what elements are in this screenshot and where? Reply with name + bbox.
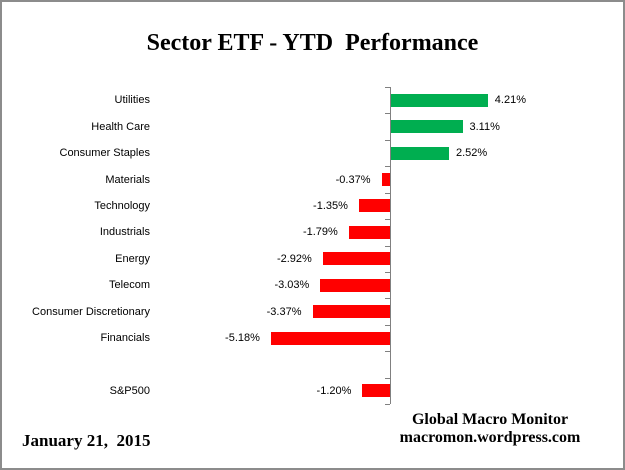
value-label-health-care: 3.11% xyxy=(469,120,500,133)
axis-tick xyxy=(385,324,390,326)
footer-brand: Global Macro Monitor macromon.wordpress.… xyxy=(390,411,590,447)
bar-consumer-discretionary xyxy=(312,305,390,319)
bar-telecom xyxy=(320,278,390,292)
bar-materials xyxy=(381,173,390,186)
category-label-telecom: Telecom xyxy=(109,279,150,292)
bar-health-care xyxy=(391,120,463,134)
chart-title: Sector ETF - YTD Performance xyxy=(146,30,479,56)
category-label-financials: Financials xyxy=(100,332,150,344)
axis-tick xyxy=(385,271,390,273)
category-label-consumer-discretionary: Consumer Discretionary xyxy=(32,305,150,318)
axis-tick xyxy=(385,87,390,88)
axis-tick xyxy=(385,377,390,379)
value-label-energy: -2.92% xyxy=(276,252,312,265)
value-axis-line xyxy=(390,87,391,404)
footer-date: January 21, 2015 xyxy=(22,431,151,450)
category-label-s-p500: S&P500 xyxy=(109,384,150,397)
value-label-industrials: -1.79% xyxy=(302,226,338,239)
axis-tick xyxy=(385,139,390,141)
value-label-s-p500: -1.20% xyxy=(316,384,352,397)
bar-industrials xyxy=(348,225,390,239)
value-label-consumer-discretionary: -3.37% xyxy=(266,305,302,318)
axis-tick xyxy=(385,113,390,115)
bar-energy xyxy=(322,252,390,266)
value-label-financials: -5.18% xyxy=(225,332,260,344)
value-label-consumer-staples: 2.52% xyxy=(456,147,488,160)
value-label-materials: -0.37% xyxy=(335,173,371,186)
axis-tick xyxy=(385,166,390,168)
bar-financials xyxy=(270,331,390,345)
value-label-telecom: -3.03% xyxy=(274,279,310,292)
axis-tick xyxy=(385,245,390,247)
axis-tick xyxy=(385,298,390,300)
category-label-consumer-staples: Consumer Staples xyxy=(59,147,151,160)
category-label-health-care: Health Care xyxy=(91,120,150,133)
category-label-materials: Materials xyxy=(105,173,150,186)
brand-url: macromon.wordpress.com xyxy=(399,429,581,446)
category-label-technology: Technology xyxy=(94,199,150,212)
value-label-utilities: 4.21% xyxy=(494,94,526,107)
category-label-industrials: Industrials xyxy=(99,226,150,239)
category-label-energy: Energy xyxy=(115,252,150,265)
value-label-technology: -1.35% xyxy=(313,199,348,212)
axis-tick xyxy=(385,219,390,221)
bar-technology xyxy=(358,199,390,213)
axis-tick xyxy=(385,404,390,405)
bar-s-p500 xyxy=(362,384,390,398)
bar-consumer-staples xyxy=(391,146,449,160)
axis-tick xyxy=(385,351,390,353)
brand-name: Global Macro Monitor xyxy=(411,411,569,428)
bar-utilities xyxy=(391,93,488,107)
category-label-utilities: Utilities xyxy=(114,94,150,107)
axis-tick xyxy=(385,192,390,194)
